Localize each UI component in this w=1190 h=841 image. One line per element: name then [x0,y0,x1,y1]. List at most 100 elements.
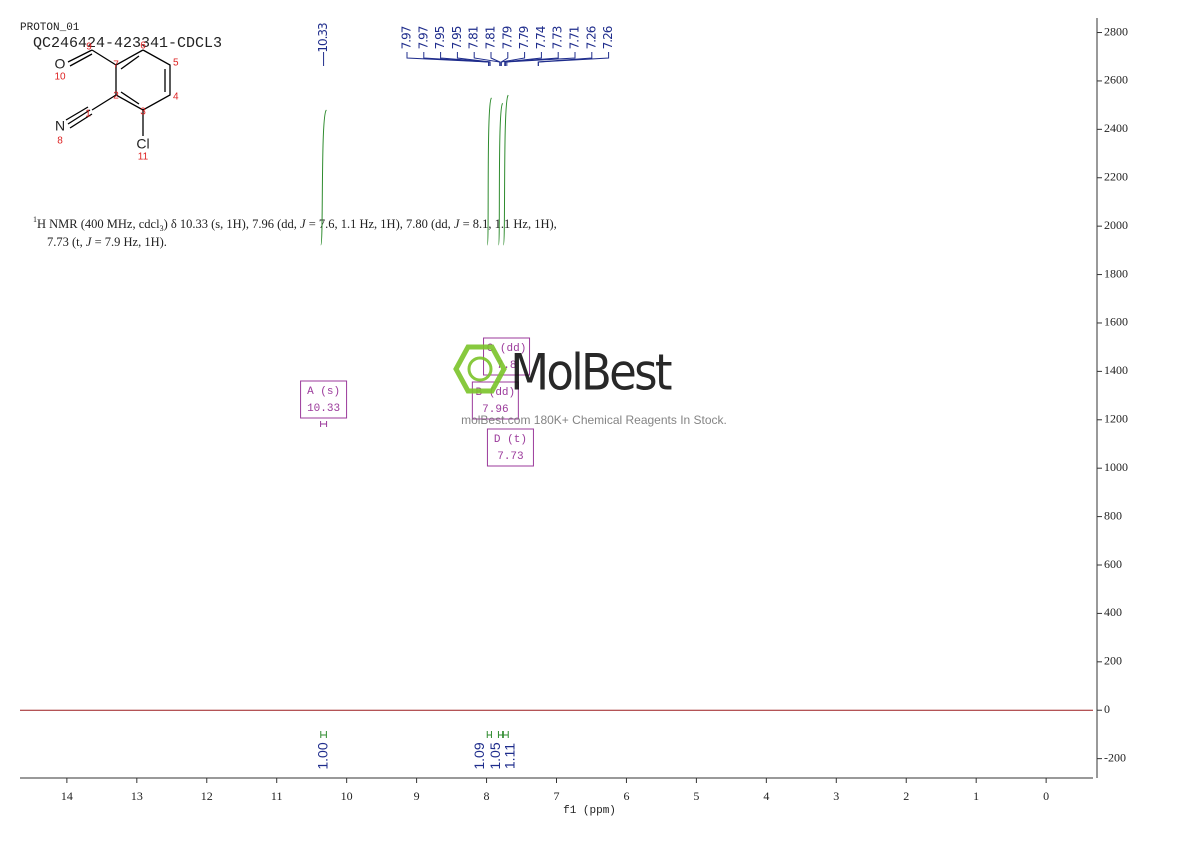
integral-curve [502,94,509,246]
x-tick-label: 14 [61,789,73,803]
x-tick-label: 0 [1043,789,1049,803]
x-tick-label: 10 [341,789,353,803]
peak-leader [504,52,559,66]
peak-label: 7.81 [467,26,481,49]
atom-number: 1 [85,109,91,120]
integral-range [486,731,492,738]
peak-label: 7.95 [450,26,464,49]
integral-label: 1.05 [487,742,503,769]
atom-number: 2 [113,91,119,102]
atom-number: 11 [138,152,149,163]
structure [65,49,171,136]
description: 1H NMR (400 MHz, cdcl3) δ 10.33 (s, 1H),… [33,215,557,233]
peak-leader [490,52,501,66]
peak-label: 7.74 [534,26,548,49]
integral-label: 1.00 [314,742,330,769]
integral-range [320,731,327,738]
x-tick-label: 1 [973,789,979,803]
y-tick-label: 200 [1104,654,1122,668]
y-tick-label: 2400 [1104,121,1128,135]
txt: 7.73 (t, [47,235,86,249]
y-tick-label: 1200 [1104,412,1128,426]
x-tick-label: 13 [131,789,143,803]
description: 7.73 (t, J = 7.9 Hz, 1H). [47,235,167,249]
tagline: molBest.com 180K+ Chemical Reagents In S… [461,413,727,427]
peak-label: 7.81 [484,26,498,49]
peak-label: 7.97 [416,26,430,49]
x-axis-label: f1 (ppm) [563,805,616,817]
peak-label: 7.97 [400,26,414,49]
txt: ) δ 10.33 (s, 1H), 7.96 (dd, [164,217,300,231]
multiplet-label: D (t) [494,434,527,446]
atom: O [55,56,66,72]
integral-label: 1.09 [471,742,487,769]
peak-leader [456,52,491,66]
y-tick-label: 800 [1104,508,1122,522]
y-tick-label: 2200 [1104,169,1128,183]
sub: 3 [160,224,164,233]
atom-number: 6 [140,41,146,52]
peak-label: 7.26 [584,26,598,49]
multiplet-shift: 7.96 [482,404,508,416]
peak-label: 7.26 [601,26,615,49]
txt: = 8.1, 1.1 Hz, 1H), [459,217,556,231]
peak-label: 7.71 [568,26,582,49]
multiplet-shift: 10.33 [307,403,340,415]
sup: 1 [33,215,37,224]
peak-leader [473,52,501,66]
watermark: MolBest molBest.com 180K+ Chemical Reage… [453,344,727,427]
multiplet-box [486,428,534,467]
y-tick-label: 1400 [1104,363,1128,377]
x-tick-label: 7 [554,789,560,803]
txt: = 7.6, 1.1 Hz, 1H), 7.80 (dd, [306,217,454,231]
integral-label: 1.11 [501,743,517,769]
integral-range [502,731,509,738]
atom-number: 3 [140,107,146,118]
atom-number: 10 [54,72,66,83]
atom-number: 8 [57,136,63,147]
multiplet-label: A (s) [307,386,340,398]
atom: N [55,118,65,134]
peak-label: 7.95 [433,26,447,49]
atom-number: 7 [113,60,119,71]
y-tick-label: -200 [1104,750,1126,764]
multiplet-mark [320,421,328,427]
y-tick-label: 0 [1104,702,1110,716]
peak-leader [423,52,490,66]
txt: J [300,217,307,231]
y-tick-label: 2800 [1104,24,1128,38]
peak-label: 7.79 [517,26,531,49]
peak-leader [506,52,576,66]
multiplet-box [300,380,348,419]
integral-curve [497,102,504,246]
plot: 14 13 12 11 10 9 8 7 6 5 4 3 2 1 0f1 (ppm)-20002004006… [20,18,1128,817]
y-tick-label: 1000 [1104,460,1128,474]
peak-leader [500,52,526,66]
title: PROTON_01 [20,22,80,34]
y-tick-label: 600 [1104,557,1122,571]
atom-number: 5 [173,58,179,69]
x-tick-label: 4 [763,789,769,803]
x-tick-label: 6 [623,789,629,803]
multiplet-shift: 7.73 [497,451,523,463]
txt: J [86,235,93,249]
y-tick-label: 400 [1104,605,1122,619]
atom-number: 4 [173,92,179,103]
peak-label: 7.73 [551,26,565,49]
txt: H NMR (400 MHz, cdcl [37,217,160,231]
x-tick-label: 9 [414,789,420,803]
integral-range [497,731,504,738]
atom-number: 9 [86,42,92,53]
y-tick-label: 1800 [1104,266,1128,280]
x-tick-label: 3 [833,789,839,803]
integral-curve [486,97,492,246]
atom: Cl [136,136,149,152]
x-tick-label: 11 [271,789,283,803]
x-tick-label: 2 [903,789,909,803]
x-tick-label: 8 [484,789,490,803]
integral-curve [320,109,327,246]
peak-leader [504,52,542,66]
x-tick-label: 12 [201,789,213,803]
peak-label: 7.79 [500,26,514,49]
